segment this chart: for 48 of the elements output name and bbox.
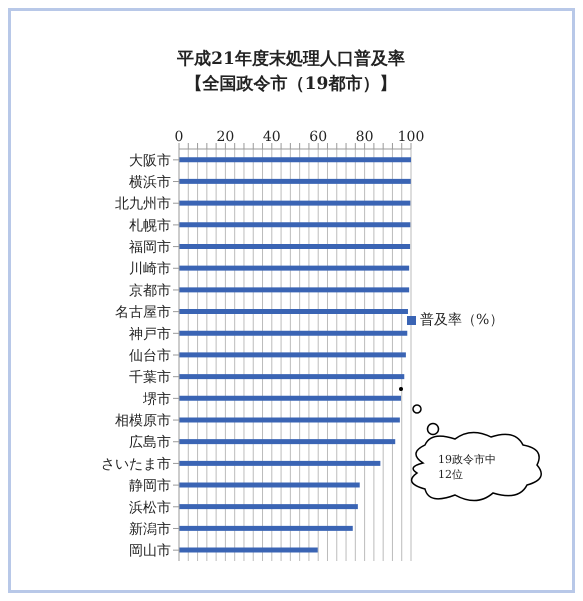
x-tick-label: 20: [216, 129, 234, 145]
bar: [179, 287, 410, 292]
bar: [179, 374, 404, 380]
bar: [179, 330, 408, 336]
y-tick-label: 名古屋市: [115, 304, 171, 321]
y-tick-label: 福岡市: [129, 240, 171, 256]
chart-title: 平成21年度末処理人口普及率: [176, 48, 406, 70]
bar: [179, 460, 380, 466]
y-tick-label: 千葉市: [129, 370, 171, 386]
bar: [179, 548, 318, 553]
y-tick-label: 広島市: [129, 434, 171, 451]
x-tick-label: 40: [262, 129, 281, 145]
x-tick-label: 100: [398, 129, 424, 145]
bar: [179, 352, 406, 358]
bar: [179, 396, 402, 401]
x-tick-label: 0: [174, 129, 184, 145]
x-tick-label: 60: [309, 129, 328, 145]
y-tick-label: 札幌市: [129, 218, 171, 234]
chart-subtitle: 【全国政令市（19都市）】: [184, 73, 398, 95]
y-tick-label: 新潟市: [129, 521, 171, 538]
y-tick-label: 京都市: [129, 282, 171, 299]
legend-label: 普及率（%）: [420, 312, 504, 328]
y-tick-label: 相模原市: [115, 413, 171, 430]
y-tick-label: 大阪市: [129, 152, 171, 169]
bar: [179, 482, 360, 488]
x-tick-label: 80: [356, 129, 374, 145]
y-tick-label: 横浜市: [129, 174, 171, 190]
bar: [179, 309, 408, 314]
bar: [179, 244, 410, 249]
bar: [179, 222, 410, 228]
bar: [179, 439, 396, 444]
y-tick-label: 仙台市: [129, 348, 171, 364]
y-tick-label: 北九州市: [115, 196, 171, 212]
bar: [179, 266, 410, 271]
y-tick-label: さいたま市: [101, 456, 171, 472]
bar: [179, 526, 353, 531]
bar: [179, 200, 410, 206]
y-tick-label: 堺市: [142, 391, 171, 408]
bar: [179, 178, 411, 184]
y-tick-label: 川崎市: [129, 261, 171, 278]
y-tick-label: 神戸市: [129, 326, 171, 342]
text: 19政令市中 12位: [438, 452, 496, 482]
bar: [179, 417, 400, 422]
bar: [179, 157, 411, 162]
y-tick-label: 静岡市: [129, 478, 171, 494]
y-tick-label: 岡山市: [129, 543, 171, 560]
y-tick-label: 浜松市: [129, 500, 171, 516]
bar: [179, 504, 358, 510]
